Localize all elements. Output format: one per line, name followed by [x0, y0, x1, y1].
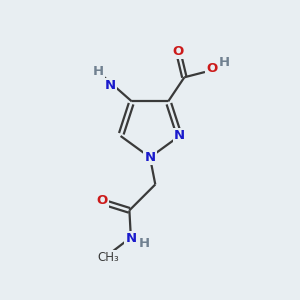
Text: O: O [173, 45, 184, 58]
Text: O: O [97, 194, 108, 207]
Text: N: N [105, 79, 116, 92]
Text: N: N [174, 130, 185, 142]
Text: H: H [139, 237, 150, 250]
Text: H: H [93, 65, 104, 79]
Text: H: H [219, 56, 230, 69]
Text: CH₃: CH₃ [97, 251, 119, 264]
Text: O: O [206, 62, 218, 75]
Text: N: N [144, 151, 156, 164]
Text: N: N [125, 232, 136, 245]
